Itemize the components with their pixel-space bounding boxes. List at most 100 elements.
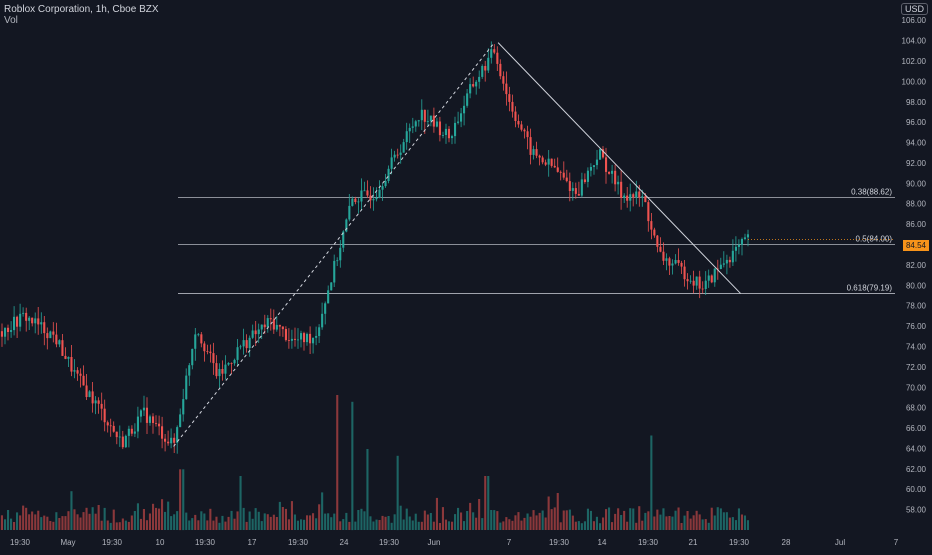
candle-body bbox=[728, 259, 731, 263]
volume-bar bbox=[212, 520, 215, 530]
candle-body bbox=[517, 121, 520, 125]
volume-bar bbox=[514, 515, 517, 530]
candle-body bbox=[529, 137, 532, 155]
candle-body bbox=[644, 196, 647, 203]
volume-bar bbox=[411, 520, 414, 530]
volume-bar bbox=[109, 522, 112, 530]
volume-bar bbox=[595, 516, 598, 530]
volume-bar bbox=[487, 476, 490, 530]
candle-body bbox=[689, 280, 692, 282]
volume-bar bbox=[13, 522, 16, 530]
volume-bar bbox=[396, 455, 399, 531]
candle-body bbox=[275, 324, 278, 330]
x-tick-label: 28 bbox=[782, 538, 791, 547]
volume-bar bbox=[206, 520, 209, 530]
fib-level-label: 0.38(88.62) bbox=[851, 187, 892, 196]
volume-bar bbox=[306, 515, 309, 530]
candle-body bbox=[387, 168, 390, 181]
volume-bar bbox=[393, 514, 396, 530]
dashed-trendline bbox=[173, 42, 495, 447]
candle-body bbox=[266, 318, 269, 328]
volume-bar bbox=[31, 511, 34, 530]
candle-body bbox=[22, 312, 25, 314]
volume-bar bbox=[614, 513, 617, 530]
volume-bar bbox=[170, 516, 173, 530]
candle-body bbox=[595, 159, 598, 166]
candle-body bbox=[303, 333, 306, 343]
candle-body bbox=[632, 194, 635, 198]
candle-body bbox=[188, 365, 191, 376]
volume-bar bbox=[260, 521, 263, 530]
candle-body bbox=[460, 113, 463, 122]
candle-body bbox=[118, 436, 121, 438]
volume-bar bbox=[417, 521, 420, 530]
symbol-title: Roblox Corporation, 1h, Cboe BZX bbox=[4, 4, 159, 15]
volume-bar bbox=[568, 509, 571, 530]
volume-bar bbox=[722, 512, 725, 530]
candle-body bbox=[224, 364, 227, 374]
volume-bar bbox=[130, 515, 133, 530]
candle-body bbox=[333, 260, 336, 283]
y-tick-label: 88.00 bbox=[906, 200, 927, 209]
candle-body bbox=[541, 157, 544, 163]
volume-bar bbox=[689, 518, 692, 530]
candle-body bbox=[629, 194, 632, 201]
candle-body bbox=[553, 165, 556, 168]
candle-body bbox=[185, 375, 188, 400]
volume-bar bbox=[698, 514, 701, 530]
volume-bar bbox=[115, 522, 118, 530]
candle-body bbox=[13, 316, 16, 331]
volume-bar bbox=[348, 521, 351, 530]
candle-body bbox=[746, 234, 749, 238]
volume-bar bbox=[574, 521, 577, 530]
candle-body bbox=[161, 426, 164, 439]
candle-body bbox=[532, 149, 535, 155]
volume-bar bbox=[227, 516, 230, 530]
x-tick-label: Jul bbox=[835, 538, 845, 547]
volume-bar bbox=[245, 521, 248, 530]
candle-body bbox=[635, 191, 638, 198]
candle-body bbox=[0, 331, 3, 337]
y-tick-label: 64.00 bbox=[906, 444, 927, 453]
x-tick-label: 19:30 bbox=[288, 538, 309, 547]
candle-body bbox=[571, 188, 574, 191]
candle-body bbox=[614, 170, 617, 185]
x-tick-label: 17 bbox=[248, 538, 257, 547]
volume-bar bbox=[602, 517, 605, 530]
volume-bar bbox=[97, 505, 100, 530]
volume-bar bbox=[121, 518, 124, 530]
volume-bar bbox=[218, 522, 221, 530]
candle-body bbox=[725, 259, 728, 264]
volume-bar bbox=[695, 510, 698, 530]
candle-body bbox=[269, 318, 272, 320]
candle-body bbox=[653, 229, 656, 236]
candle-body bbox=[677, 260, 680, 263]
candle-body bbox=[719, 264, 722, 269]
volume-bar bbox=[342, 519, 345, 530]
volume-bar bbox=[686, 511, 689, 530]
currency-selector[interactable]: USD bbox=[900, 3, 928, 15]
candle-body bbox=[538, 155, 541, 158]
candle-body bbox=[16, 316, 19, 327]
candle-body bbox=[227, 363, 230, 365]
candle-body bbox=[713, 268, 716, 283]
y-tick-label: 74.00 bbox=[906, 342, 927, 351]
candle-body bbox=[384, 181, 387, 187]
volume-bar bbox=[538, 512, 541, 530]
volume-bar bbox=[266, 514, 269, 530]
volume-bar bbox=[10, 518, 13, 530]
volume-bar bbox=[390, 522, 393, 530]
volume-bar bbox=[257, 511, 260, 530]
y-tick-label: 94.00 bbox=[906, 139, 927, 148]
candle-body bbox=[710, 275, 713, 283]
candle-body bbox=[683, 266, 686, 280]
volume-bar bbox=[236, 511, 239, 530]
y-tick-label: 92.00 bbox=[906, 159, 927, 168]
volume-bar bbox=[583, 521, 586, 530]
candle-body bbox=[366, 190, 369, 196]
candle-body bbox=[535, 149, 538, 156]
candle-body bbox=[106, 422, 109, 426]
candle-body bbox=[583, 179, 586, 182]
